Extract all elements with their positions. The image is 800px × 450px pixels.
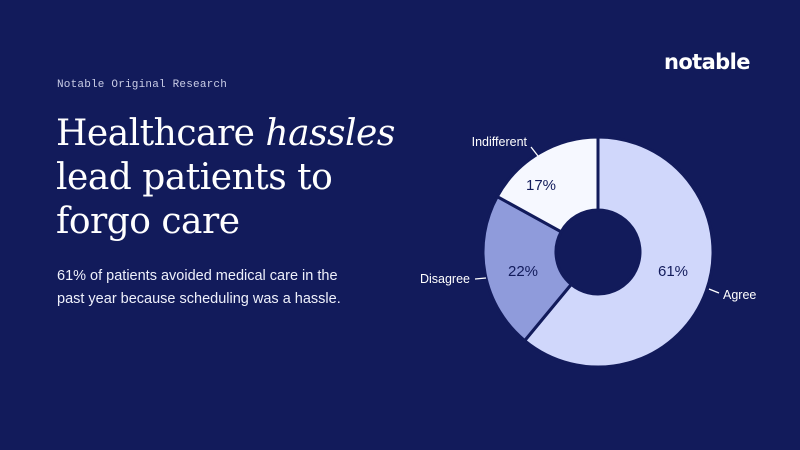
page-title: Healthcare hassles lead patients to forg… (56, 112, 395, 244)
subtitle-line-1: 61% of patients avoided medical care in … (57, 268, 338, 284)
leader-line-agree (708, 288, 720, 294)
title-line-3: forgo care (56, 201, 240, 242)
category-label-disagree: Disagree (420, 272, 470, 286)
title-line-1-text: Healthcare (56, 113, 266, 154)
subtitle-line-2: past year because scheduling was a hassl… (57, 291, 341, 307)
donut-slice-indifferent (495, 135, 600, 234)
leader-line-disagree (474, 277, 487, 280)
notable-logo: notable (664, 50, 750, 74)
percent-label-indifferent: 17% (526, 177, 556, 194)
title-emphasis: hassles (265, 113, 395, 154)
category-label-indifferent: Indifferent (472, 135, 528, 149)
leader-line-indifferent (530, 146, 539, 157)
category-label-agree: Agree (723, 288, 756, 302)
donut-slices (481, 135, 715, 369)
category-labels: Agree Disagree Indifferent (420, 135, 756, 302)
percent-labels: 61% 22% 17% (508, 177, 688, 280)
eyebrow-label: Notable Original Research (57, 79, 228, 91)
subtitle: 61% of patients avoided medical care in … (57, 265, 387, 311)
title-line-1: Healthcare hassles (56, 112, 395, 156)
donut-slice-agree (523, 135, 715, 369)
percent-label-agree: 61% (658, 263, 688, 280)
donut-slice-disagree (481, 195, 573, 343)
percent-label-disagree: 22% (508, 263, 538, 280)
title-line-2: lead patients to (56, 157, 333, 198)
